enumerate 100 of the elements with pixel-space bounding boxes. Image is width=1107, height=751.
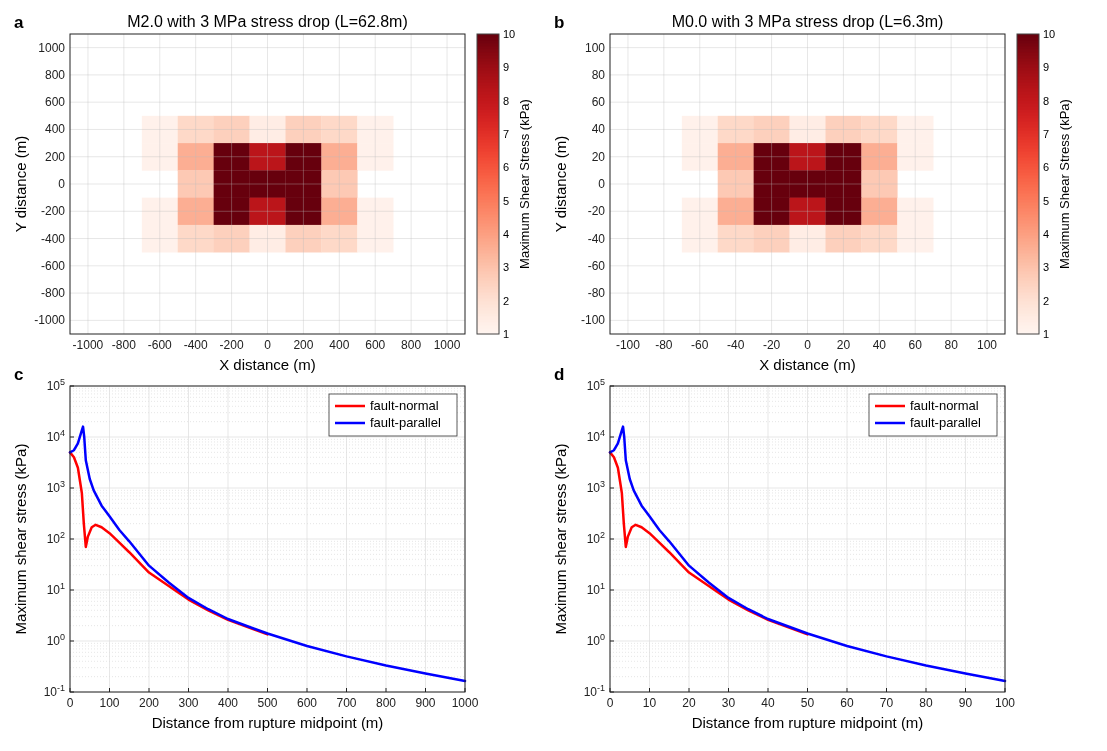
y-tick-label: 1000 — [38, 40, 66, 55]
color-bar-label: 4 — [503, 228, 510, 240]
x-tick-label: 60 — [908, 338, 923, 352]
x-tick-label: -20 — [762, 338, 781, 352]
y-tick-label: 400 — [44, 122, 66, 137]
color-bar-label: 3 — [1043, 261, 1050, 274]
legend-label: fault-parallel — [910, 415, 981, 430]
color-bar-label: 8 — [503, 94, 510, 107]
x-tick-label: 200 — [293, 338, 314, 352]
color-bar-label: 9 — [503, 61, 510, 74]
chart-title: M2.0 with 3 MPa stress drop (L=62.8m) — [127, 13, 408, 30]
y-tick-label: 80 — [591, 67, 606, 82]
x-tick-label: 50 — [800, 696, 815, 710]
color-bar-label: 6 — [1043, 161, 1050, 174]
x-tick-label: 400 — [217, 696, 239, 710]
y-tick-label: -40 — [587, 231, 606, 246]
x-tick-label: -800 — [111, 338, 137, 352]
x-tick-label: -400 — [183, 338, 209, 352]
color-bar-label: 7 — [503, 128, 510, 140]
x-tick-label: 800 — [375, 696, 397, 710]
x-tick-label: 90 — [958, 696, 973, 710]
color-bar-label: 10 — [1043, 28, 1056, 40]
y-tick-label: 10$^{1}$ — [586, 581, 605, 597]
x-tick-label: 500 — [257, 696, 278, 710]
x-tick-label: 80 — [944, 338, 959, 352]
x-tick-label: 100 — [977, 338, 998, 352]
color-bar-label: 9 — [1043, 61, 1050, 74]
y-tick-label: 10$^{4}$ — [586, 428, 605, 444]
color-bar-title: Maximum Shear Stress (kPa) — [517, 99, 532, 269]
color-bar-label: 1 — [503, 328, 510, 340]
x-tick-label: 10 — [642, 696, 657, 710]
x-tick-label: 600 — [365, 338, 386, 352]
x-tick-label: -100 — [615, 338, 641, 352]
y-tick-label: 10$^{-1}$ — [583, 683, 605, 699]
color-bar-label: 2 — [1043, 294, 1050, 307]
y-tick-label: -60 — [587, 258, 606, 273]
y-tick-label: 800 — [44, 67, 66, 82]
y-tick-label: 10$^{2}$ — [586, 530, 605, 546]
x-tick-label: 700 — [336, 696, 357, 710]
x-tick-label: 1000 — [451, 696, 479, 710]
x-tick-label: 400 — [329, 338, 350, 352]
y-tick-label: 10$^{0}$ — [46, 632, 65, 648]
x-axis-title: X distance (m) — [219, 356, 316, 373]
y-axis-title: Y distance (m) — [12, 135, 29, 233]
y-tick-label: 10$^{2}$ — [46, 530, 65, 546]
y-tick-label: 10$^{5}$ — [46, 377, 65, 393]
y-tick-label: 10$^{3}$ — [586, 479, 605, 495]
y-tick-label: 0 — [58, 177, 66, 191]
x-tick-label: 0 — [804, 338, 812, 352]
y-tick-label: 60 — [591, 95, 606, 110]
x-tick-label: 100 — [994, 696, 1016, 710]
x-axis-title: X distance (m) — [759, 356, 856, 373]
y-axis-title: Maximum shear stress (kPa) — [12, 443, 29, 635]
x-tick-label: 600 — [296, 696, 318, 710]
color-bar-label: 8 — [1043, 94, 1050, 107]
color-bar-label: 5 — [503, 194, 510, 207]
x-tick-label: 900 — [415, 696, 436, 710]
x-tick-label: 20 — [682, 696, 696, 710]
text: d — [554, 365, 565, 384]
color-bar-label: 6 — [503, 161, 510, 174]
x-tick-label: -60 — [691, 338, 709, 352]
x-tick-label: -1000 — [72, 338, 104, 352]
text: a — [14, 13, 24, 32]
x-tick-label: -600 — [147, 338, 173, 352]
y-tick-label: -800 — [40, 286, 66, 301]
y-tick-label: -80 — [587, 286, 606, 301]
y-tick-label: 10$^{-1}$ — [43, 683, 65, 699]
x-tick-label: 20 — [836, 338, 851, 352]
x-tick-label: 70 — [879, 696, 894, 710]
y-tick-label: -200 — [40, 204, 66, 219]
x-tick-label: 800 — [401, 338, 422, 352]
x-tick-label: 100 — [99, 696, 120, 710]
y-tick-label: 200 — [44, 149, 66, 164]
y-tick-label: 40 — [591, 122, 606, 137]
y-tick-label: -100 — [580, 313, 606, 328]
x-tick-label: 0 — [264, 338, 272, 352]
y-tick-label: 10$^{0}$ — [586, 632, 605, 648]
color-bar-label: 2 — [503, 294, 510, 307]
y-tick-label: -400 — [40, 231, 66, 246]
x-tick-label: 300 — [178, 696, 199, 710]
color-bar-label: 1 — [1043, 328, 1050, 340]
text: b — [554, 13, 565, 32]
x-tick-label: 30 — [721, 696, 736, 710]
y-tick-label: 10$^{4}$ — [46, 428, 65, 444]
color-bar-label: 4 — [1043, 228, 1050, 240]
x-tick-label: 1000 — [433, 338, 461, 352]
x-tick-label: 200 — [138, 696, 160, 710]
x-tick-label: -40 — [727, 338, 745, 352]
color-bar-label: 10 — [503, 28, 516, 40]
y-tick-label: 100 — [584, 40, 606, 55]
color-bar-label: 3 — [503, 261, 510, 274]
color-bar-title: Maximum Shear Stress (kPa) — [1057, 99, 1072, 269]
y-tick-label: 600 — [44, 95, 66, 110]
legend-label: fault-parallel — [370, 415, 441, 430]
x-axis-title: Distance from rupture midpoint (m) — [691, 714, 924, 731]
x-tick-label: 40 — [872, 338, 887, 352]
chart-title: M0.0 with 3 MPa stress drop (L=6.3m) — [671, 13, 944, 30]
y-tick-label: 10$^{5}$ — [586, 377, 605, 393]
color-bar-label: 5 — [1043, 194, 1050, 207]
x-tick-label: -80 — [655, 338, 673, 352]
